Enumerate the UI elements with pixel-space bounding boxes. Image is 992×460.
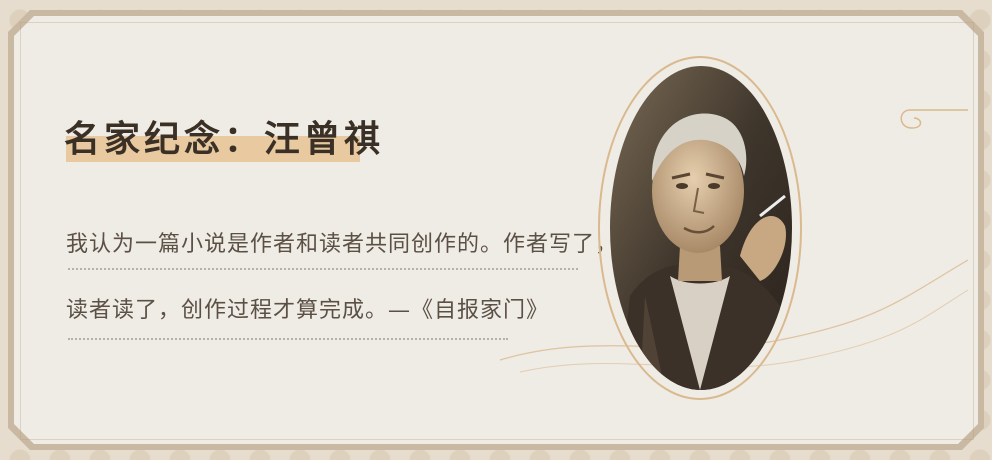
quote-line-2: 读者读了，创作过程才算完成。—《自报家门》 <box>66 298 550 323</box>
quote-line-1: 我认为一篇小说是作者和读者共同创作的。作者写了， <box>66 232 619 257</box>
portrait-photo <box>610 66 792 390</box>
inner-border <box>20 22 974 440</box>
portrait-frame <box>598 56 802 400</box>
portrait-illustration <box>610 66 792 390</box>
page-title: 名家纪念：汪曾祺 <box>64 118 385 160</box>
title-highlight <box>66 136 360 162</box>
quote-divider-1 <box>68 268 578 270</box>
quote-divider-2 <box>68 338 508 340</box>
paper-panel <box>14 16 978 444</box>
title-block: 名家纪念：汪曾祺 <box>64 110 384 162</box>
